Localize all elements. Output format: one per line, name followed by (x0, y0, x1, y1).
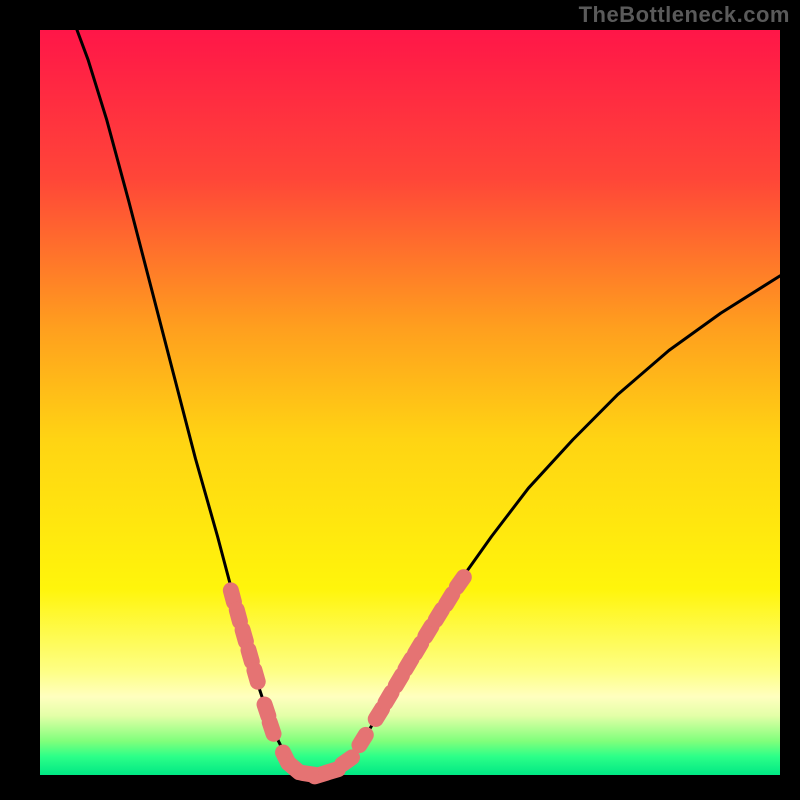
chart-svg (0, 0, 800, 800)
bottleneck-chart: TheBottleneck.com (0, 0, 800, 800)
